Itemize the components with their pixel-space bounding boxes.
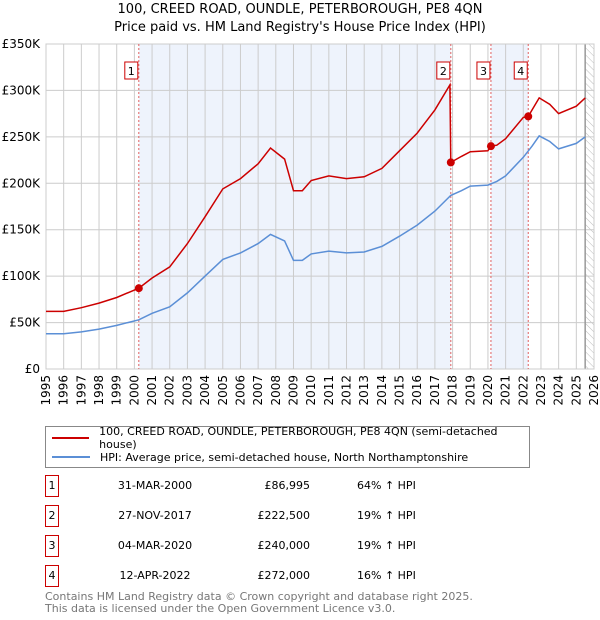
y-tick-label: £50K xyxy=(9,316,41,330)
legend-item-hpi: HPI: Average price, semi-detached house,… xyxy=(52,448,468,466)
x-tick-label: 2020 xyxy=(481,375,495,406)
x-tick-label: 2018 xyxy=(446,375,460,406)
sale-point xyxy=(446,158,455,167)
y-tick-label: £250K xyxy=(2,130,42,144)
chart-title: 100, CREED ROAD, OUNDLE, PETERBOROUGH, P… xyxy=(117,2,483,17)
marker-number: 1 xyxy=(45,475,59,497)
transaction-row: 2 27-NOV-2017 £222,500 19% ↑ HPI xyxy=(45,505,445,527)
sale-label-box xyxy=(513,61,528,80)
sale-label-number: 1 xyxy=(128,65,135,78)
hpi-diff: 16% ↑ HPI xyxy=(357,569,416,582)
shaded-period xyxy=(490,44,529,369)
x-tick-label: 2007 xyxy=(251,375,265,406)
x-tick-label: 2016 xyxy=(410,375,424,406)
x-tick-label: 2004 xyxy=(198,375,212,406)
x-tick-label: 2011 xyxy=(322,375,336,406)
x-tick-label: 2021 xyxy=(499,375,513,406)
x-tick-label: 2009 xyxy=(286,375,300,406)
legend: 100, CREED ROAD, OUNDLE, PETERBOROUGH, P… xyxy=(45,425,530,468)
x-tick-label: 2005 xyxy=(216,375,230,406)
legend-swatch-blue xyxy=(52,456,90,458)
date: 12-APR-2022 xyxy=(119,569,191,582)
footer-licence: This data is licensed under the Open Gov… xyxy=(45,602,396,615)
x-tick-label: 1998 xyxy=(92,375,106,406)
transaction-row: 1 31-MAR-2000 £86,995 64% ↑ HPI xyxy=(45,475,445,497)
y-tick-label: £150K xyxy=(2,223,42,237)
x-tick-label: 1999 xyxy=(110,375,124,406)
y-tick-label: £100K xyxy=(2,269,42,283)
date: 31-MAR-2000 xyxy=(117,479,193,492)
marker-number: 4 xyxy=(45,565,59,587)
price: £240,000 xyxy=(257,539,311,552)
x-tick-label: 2026 xyxy=(587,375,600,406)
price-chart: 1995 1996 1997 1998 1999 2000 2001 2002 2003 2004… xyxy=(2,37,600,406)
marker-number: 2 xyxy=(45,505,59,527)
y-tick-label: £0 xyxy=(25,362,40,376)
date: 04-MAR-2020 xyxy=(117,539,193,552)
transaction-row: 3 04-MAR-2020 £240,000 19% ↑ HPI xyxy=(45,535,445,557)
shaded-period xyxy=(138,44,451,369)
legend-label: 100, CREED ROAD, OUNDLE, PETERBOROUGH, P… xyxy=(99,425,498,451)
x-tick-label: 2008 xyxy=(269,375,283,406)
date: 27-NOV-2017 xyxy=(118,509,192,522)
legend-swatch-red xyxy=(52,437,90,439)
x-tick-label: 2012 xyxy=(340,375,354,406)
x-tick-label: 2010 xyxy=(304,375,318,406)
x-tick-label: 2014 xyxy=(375,375,389,406)
x-tick-label: 2003 xyxy=(180,375,194,406)
chart-subtitle: Price paid vs. HM Land Registry's House … xyxy=(114,20,486,35)
x-tick-label: 2023 xyxy=(534,375,548,406)
sale-label-box xyxy=(436,61,451,80)
hpi-series-line xyxy=(46,134,586,335)
marker-number: 3 xyxy=(45,535,59,557)
x-tick-label: 2002 xyxy=(163,375,177,406)
sale-point xyxy=(134,284,143,293)
hpi-diff: 19% ↑ HPI xyxy=(357,539,416,552)
sale-label-number: 4 xyxy=(517,65,524,78)
sale-label-number: 3 xyxy=(480,65,487,78)
footer-copyright: Contains HM Land Registry data © Crown c… xyxy=(45,590,473,603)
x-tick-label: 2025 xyxy=(569,375,583,406)
x-tick-label: 2013 xyxy=(357,375,371,406)
sale-point xyxy=(524,112,533,121)
y-tick-label: £200K xyxy=(2,176,42,190)
price: £272,000 xyxy=(257,569,311,582)
x-tick-label: 2017 xyxy=(428,375,442,406)
x-tick-label: 1997 xyxy=(74,375,88,406)
y-tick-label: £350K xyxy=(2,37,42,51)
transaction-row: 4 12-APR-2022 £272,000 16% ↑ HPI xyxy=(45,565,445,587)
hpi-diff: 64% ↑ HPI xyxy=(357,479,416,492)
x-tick-label: 1995 xyxy=(39,375,53,406)
x-tick-label: 2001 xyxy=(145,375,159,406)
plot-frame xyxy=(45,43,595,370)
x-tick-label: 2015 xyxy=(393,375,407,406)
forecast-hatch xyxy=(585,44,594,369)
x-tick-label: 2022 xyxy=(516,375,530,406)
x-tick-label: 2024 xyxy=(552,375,566,406)
price: £222,500 xyxy=(257,509,311,522)
x-tick-label: 2000 xyxy=(127,375,141,406)
sale-label-box xyxy=(476,61,491,80)
legend-item-property: 100, CREED ROAD, OUNDLE, PETERBOROUGH, P… xyxy=(52,425,529,451)
sale-label-box xyxy=(124,61,139,80)
sale-point xyxy=(486,142,495,151)
y-tick-label: £300K xyxy=(2,83,42,97)
legend-label: HPI: Average price, semi-detached house,… xyxy=(100,450,469,464)
x-tick-label: 2006 xyxy=(233,375,247,406)
x-tick-label: 1996 xyxy=(57,375,71,406)
x-tick-label: 2019 xyxy=(463,375,477,406)
sale-label-number: 2 xyxy=(440,65,447,78)
hpi-diff: 19% ↑ HPI xyxy=(357,509,416,522)
price: £86,995 xyxy=(264,479,311,492)
